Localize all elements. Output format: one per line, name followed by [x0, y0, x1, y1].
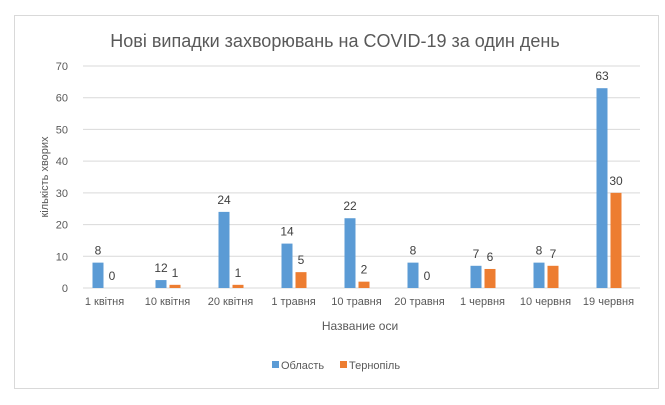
data-label: 8 — [95, 244, 102, 258]
x-tick-label: 19 червня — [583, 296, 634, 308]
data-label: 7 — [473, 247, 480, 261]
bar-oblast — [92, 262, 104, 288]
y-tick-label: 0 — [62, 283, 68, 295]
y-tick-label: 70 — [56, 61, 68, 73]
data-label: 0 — [109, 269, 116, 283]
legend-label: Тернопіль — [349, 360, 400, 372]
legend-swatch — [272, 361, 279, 368]
data-label: 7 — [550, 247, 557, 261]
bar-oblast — [407, 262, 419, 288]
bar-ternopil — [295, 272, 307, 288]
x-tick-label: 10 травня — [331, 296, 381, 308]
data-label: 5 — [298, 253, 305, 267]
x-tick-label: 20 квітня — [208, 296, 254, 308]
bar-oblast — [155, 280, 167, 288]
bar-ternopil — [610, 192, 622, 288]
y-tick-label: 30 — [56, 188, 68, 200]
bar-oblast — [596, 88, 608, 288]
data-label: 8 — [410, 244, 417, 258]
bar-oblast — [281, 243, 293, 288]
y-tick-label: 40 — [56, 156, 68, 168]
x-tick-label: 20 травня — [394, 296, 444, 308]
data-label: 0 — [424, 269, 431, 283]
bar-oblast — [344, 218, 356, 288]
data-label: 6 — [487, 250, 494, 264]
data-label: 22 — [343, 199, 357, 213]
legend-label: Область — [281, 360, 324, 372]
x-axis-title: Название оси — [322, 319, 398, 333]
bar-ternopil — [484, 268, 496, 288]
data-label: 2 — [361, 263, 368, 277]
data-label: 24 — [217, 193, 231, 207]
y-axis-title: кількість хворих — [39, 136, 51, 218]
data-label: 8 — [536, 244, 543, 258]
bar-oblast — [218, 211, 230, 288]
data-label: 12 — [154, 261, 168, 275]
bar-ternopil — [358, 281, 370, 288]
x-tick-label: 1 квітня — [85, 296, 124, 308]
y-tick-label: 60 — [56, 93, 68, 105]
chart-border — [14, 15, 659, 389]
x-tick-label: 10 червня — [520, 296, 571, 308]
x-tick-label: 1 червня — [460, 296, 505, 308]
y-tick-label: 20 — [56, 220, 68, 232]
data-label: 1 — [172, 266, 179, 280]
bar-ternopil — [547, 265, 559, 288]
x-tick-label: 10 квітня — [145, 296, 191, 308]
y-tick-label: 50 — [56, 124, 68, 136]
data-label: 30 — [609, 174, 623, 188]
data-label: 63 — [595, 69, 609, 83]
data-label: 14 — [280, 225, 294, 239]
data-label: 1 — [235, 266, 242, 280]
legend-swatch — [340, 361, 347, 368]
x-tick-label: 1 травня — [271, 296, 315, 308]
bar-ternopil — [232, 284, 244, 288]
y-tick-label: 10 — [56, 251, 68, 263]
bar-ternopil — [169, 284, 181, 288]
bar-oblast — [470, 265, 482, 288]
chart-title: Нові випадки захворювань на COVID-19 за … — [110, 31, 559, 51]
bar-oblast — [533, 262, 545, 288]
